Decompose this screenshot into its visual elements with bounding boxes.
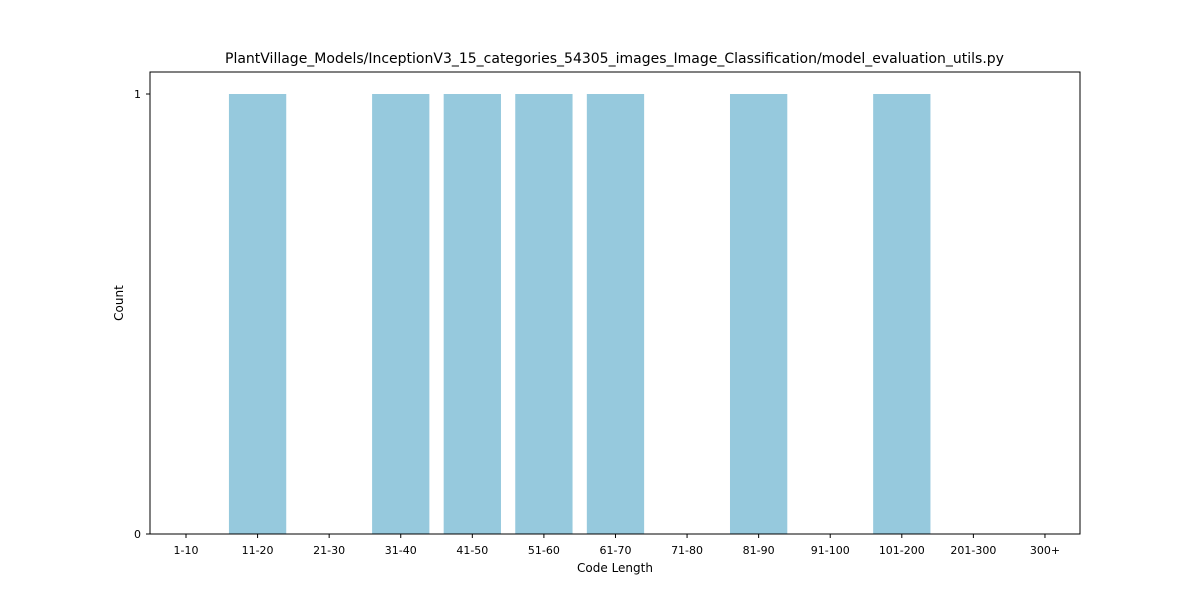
y-tick-label: 1 [134,88,141,101]
bar-101-200 [873,94,931,534]
y-tick-label: 0 [134,528,141,541]
x-tick-label: 41-50 [456,544,488,557]
x-tick-label: 11-20 [242,544,274,557]
x-tick-label: 71-80 [671,544,703,557]
x-tick-label: 21-30 [313,544,345,557]
bar-81-90 [729,94,788,534]
x-axis: 1-10 11-20 21-30 31-40 41-50 51-60 61-70 71-80 8… [174,534,1060,557]
x-tick-label: 91-100 [811,544,850,557]
bar-41-50 [443,94,501,534]
bars-layer [228,94,931,534]
bar-61-70 [586,94,645,534]
x-axis-label: Code Length [577,561,653,575]
bar-51-60 [515,94,573,534]
chart-title: PlantVillage_Models/InceptionV3_15_categ… [225,51,1004,67]
x-tick-label: 61-70 [599,544,631,557]
x-tick-label: 101-200 [879,544,925,557]
x-tick-label: 1-10 [174,544,199,557]
y-axis: 01 [134,88,150,541]
y-axis-label: Count [112,285,126,321]
x-tick-label: 51-60 [528,544,560,557]
x-tick-label: 31-40 [385,544,417,557]
x-tick-label: 81-90 [743,544,775,557]
x-tick-label: 201-300 [950,544,996,557]
bar-11-20 [228,94,287,534]
x-tick-label: 300+ [1030,544,1060,557]
bar-31-40 [372,94,430,534]
